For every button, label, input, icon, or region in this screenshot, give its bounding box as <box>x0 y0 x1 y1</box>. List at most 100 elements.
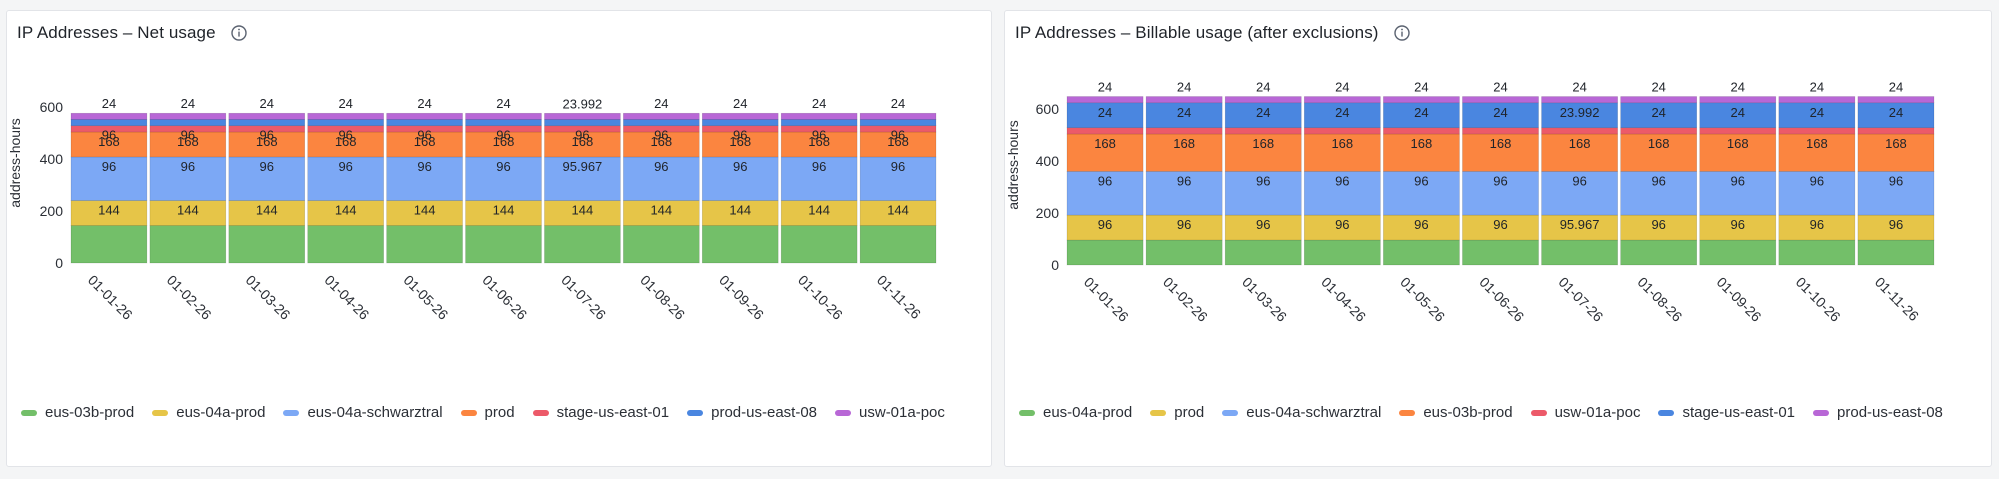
bar-segment[interactable] <box>1778 214 1856 241</box>
bar-segment[interactable] <box>1145 102 1223 129</box>
bar-segment[interactable] <box>307 112 384 120</box>
bar-segment[interactable] <box>1699 102 1777 129</box>
bar-segment[interactable] <box>1620 133 1698 172</box>
bar-segment[interactable] <box>1224 102 1302 129</box>
bar-segment[interactable] <box>1224 133 1302 172</box>
bar-segment[interactable] <box>1224 96 1302 104</box>
bar-segment[interactable] <box>1066 127 1144 135</box>
bar-segment[interactable] <box>1303 127 1381 135</box>
bar-segment[interactable] <box>780 225 858 264</box>
bar-segment[interactable] <box>465 112 542 120</box>
bar-segment[interactable] <box>544 131 621 158</box>
legend-item[interactable]: eus-03b-prod <box>21 403 134 422</box>
bar-segment[interactable] <box>70 112 148 120</box>
bar-segment[interactable] <box>386 112 463 120</box>
bar-segment[interactable] <box>1145 133 1223 172</box>
bar-segment[interactable] <box>386 225 463 264</box>
bar-segment[interactable] <box>149 225 227 264</box>
bar-segment[interactable] <box>701 112 779 120</box>
bar-segment[interactable] <box>465 200 542 226</box>
bar-segment[interactable] <box>1699 127 1777 135</box>
bar-segment[interactable] <box>623 156 700 201</box>
bar-segment[interactable] <box>859 225 937 264</box>
bar-segment[interactable] <box>465 131 542 158</box>
bar-segment[interactable] <box>544 225 621 264</box>
bar-segment[interactable] <box>228 119 306 127</box>
bar-segment[interactable] <box>859 119 937 127</box>
bar-segment[interactable] <box>1778 133 1856 172</box>
bar-segment[interactable] <box>1541 133 1618 172</box>
bar-segment[interactable] <box>1778 102 1856 129</box>
bar-segment[interactable] <box>307 225 384 264</box>
bar-segment[interactable] <box>1699 96 1777 104</box>
legend-item[interactable]: prod-us-east-08 <box>1813 403 1943 422</box>
bar-segment[interactable] <box>623 112 700 120</box>
legend-item[interactable]: eus-04a-schwarztral <box>283 403 443 422</box>
bar-segment[interactable] <box>1541 214 1618 241</box>
bar-segment[interactable] <box>1541 102 1618 129</box>
bar-segment[interactable] <box>1462 102 1539 129</box>
bar-segment[interactable] <box>228 225 306 264</box>
bar-segment[interactable] <box>1383 127 1460 135</box>
bar-segment[interactable] <box>701 225 779 264</box>
bar-segment[interactable] <box>1462 127 1539 135</box>
bar-segment[interactable] <box>149 156 227 201</box>
legend-item[interactable]: usw-01a-poc <box>1530 403 1640 422</box>
bar-segment[interactable] <box>1778 127 1856 135</box>
bar-segment[interactable] <box>1857 214 1935 241</box>
legend-item[interactable]: eus-04a-prod <box>152 403 265 422</box>
bar-segment[interactable] <box>701 131 779 158</box>
bar-segment[interactable] <box>1778 239 1856 266</box>
bar-segment[interactable] <box>1462 239 1539 266</box>
bar-segment[interactable] <box>1778 171 1856 216</box>
bar-segment[interactable] <box>1462 96 1539 104</box>
bar-segment[interactable] <box>1383 239 1460 266</box>
bar-segment[interactable] <box>1620 127 1698 135</box>
bar-segment[interactable] <box>1066 214 1144 241</box>
legend-item[interactable]: usw-01a-poc <box>835 403 945 422</box>
bar-segment[interactable] <box>386 156 463 201</box>
bar-segment[interactable] <box>1066 171 1144 216</box>
legend-item[interactable]: prod <box>1150 403 1204 422</box>
bar-segment[interactable] <box>149 200 227 226</box>
bar-segment[interactable] <box>1620 96 1698 104</box>
bar-segment[interactable] <box>1224 171 1302 216</box>
legend-item[interactable]: eus-04a-prod <box>1019 403 1132 422</box>
bar-segment[interactable] <box>149 112 227 120</box>
bar-segment[interactable] <box>149 119 227 127</box>
info-circle-icon[interactable] <box>1393 24 1411 42</box>
bar-segment[interactable] <box>1857 239 1935 266</box>
bar-segment[interactable] <box>1303 96 1381 104</box>
bar-segment[interactable] <box>701 156 779 201</box>
bar-segment[interactable] <box>701 200 779 226</box>
bar-segment[interactable] <box>1066 239 1144 266</box>
bar-segment[interactable] <box>1462 171 1539 216</box>
info-circle-icon[interactable] <box>230 24 248 42</box>
bar-segment[interactable] <box>307 156 384 201</box>
bar-segment[interactable] <box>70 119 148 127</box>
bar-segment[interactable] <box>623 225 700 264</box>
bar-segment[interactable] <box>623 119 700 127</box>
bar-segment[interactable] <box>386 200 463 226</box>
legend-item[interactable]: prod-us-east-08 <box>687 403 817 422</box>
bar-segment[interactable] <box>780 119 858 127</box>
bar-segment[interactable] <box>1383 96 1460 104</box>
bar-segment[interactable] <box>1857 171 1935 216</box>
bar-segment[interactable] <box>1541 96 1618 104</box>
bar-segment[interactable] <box>859 156 937 201</box>
bar-segment[interactable] <box>1303 214 1381 241</box>
legend-item[interactable]: stage-us-east-01 <box>1658 403 1795 422</box>
bar-segment[interactable] <box>70 225 148 264</box>
bar-segment[interactable] <box>1066 133 1144 172</box>
bar-segment[interactable] <box>544 156 621 201</box>
bar-segment[interactable] <box>859 112 937 120</box>
bar-segment[interactable] <box>1383 133 1460 172</box>
bar-segment[interactable] <box>1699 171 1777 216</box>
legend-item[interactable]: prod <box>460 403 515 422</box>
bar-segment[interactable] <box>544 112 621 120</box>
bar-segment[interactable] <box>1857 96 1935 104</box>
bar-segment[interactable] <box>1541 127 1618 135</box>
bar-segment[interactable] <box>1224 214 1302 241</box>
bar-segment[interactable] <box>1066 96 1144 104</box>
bar-segment[interactable] <box>1383 171 1460 216</box>
